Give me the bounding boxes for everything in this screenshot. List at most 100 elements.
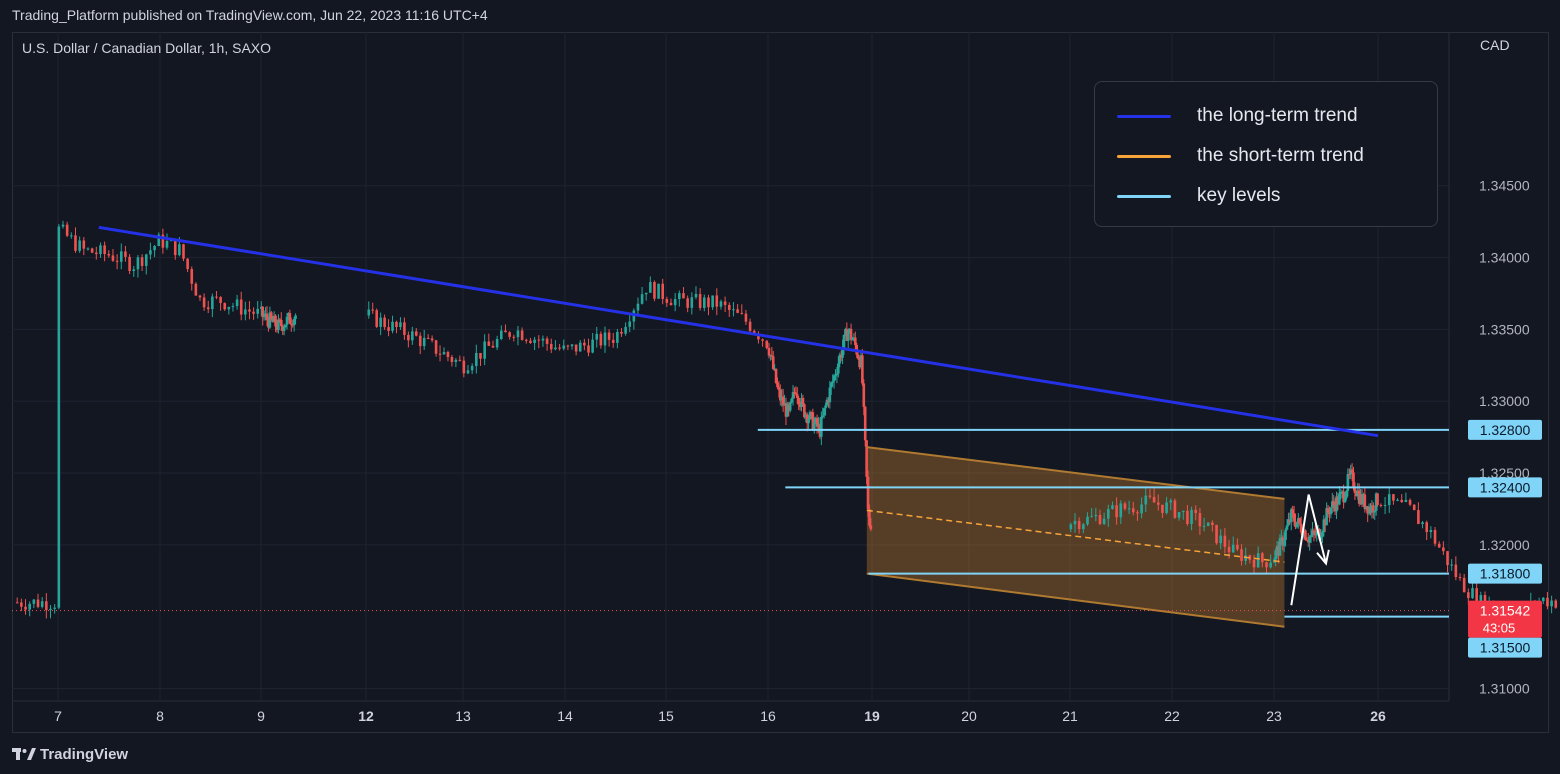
candle-body (846, 330, 850, 341)
candle-body (1323, 519, 1327, 526)
candle-body (1275, 545, 1279, 551)
candle-body (418, 335, 422, 347)
candle-body (1333, 504, 1337, 512)
candle-body (849, 328, 853, 340)
candle-body (1550, 600, 1553, 607)
candle-body (53, 607, 56, 609)
candle-body (446, 352, 450, 358)
candle-body (391, 321, 394, 331)
candle-body (219, 296, 222, 304)
legend-box[interactable]: the long-term trend the short-term trend… (1094, 81, 1438, 227)
candle-body (264, 313, 267, 317)
candle-body (711, 295, 714, 308)
candle-body (1219, 535, 1223, 544)
candle-body (820, 416, 823, 437)
candle-body (773, 368, 776, 370)
candle-body (794, 392, 798, 395)
candle-body (740, 312, 744, 314)
candle-body (1396, 499, 1399, 501)
candle-body (1437, 543, 1441, 548)
x-tick-label: 16 (760, 708, 776, 724)
candle-body (707, 297, 710, 308)
candle-body (774, 368, 778, 384)
candle-body (144, 254, 148, 266)
candle-body (287, 313, 290, 317)
candle-body (793, 392, 796, 394)
candle-body (562, 345, 566, 349)
candle-body (1281, 537, 1285, 546)
x-tick-label: 22 (1164, 708, 1180, 724)
candle-body (1412, 504, 1416, 511)
candle-body (132, 269, 136, 271)
candle-body (1292, 513, 1296, 522)
candle-body (1152, 496, 1156, 503)
candle-body (821, 415, 825, 417)
key-level-label-bg (1468, 419, 1542, 440)
candle-body (1372, 505, 1375, 513)
candle-body (153, 246, 156, 251)
channel-mid-dashed-line (866, 509, 1285, 563)
candle-body (107, 254, 111, 256)
candle-body (1169, 500, 1173, 503)
long-term-trend-line[interactable] (98, 225, 1379, 438)
candle-body (1177, 512, 1181, 518)
candle-body (1280, 537, 1283, 539)
candle-body (817, 423, 820, 427)
candle-body (682, 293, 685, 299)
candle-body (824, 405, 827, 409)
candle-body (215, 296, 218, 298)
candle-body (765, 340, 769, 348)
candle-body (15, 602, 19, 604)
y-tick-label: 1.34500 (1479, 178, 1530, 194)
candle-body (1256, 553, 1260, 568)
candle-body (678, 293, 681, 300)
candle-body (649, 282, 652, 293)
candle-body (829, 382, 833, 388)
candle-body (262, 316, 266, 318)
key-level-label: 1.32800 (1480, 422, 1531, 438)
candle-body (570, 344, 574, 347)
footer-brand[interactable]: TradingView (12, 744, 128, 764)
candle-body (1311, 530, 1314, 536)
candle-body (495, 338, 499, 348)
candle-body (161, 234, 165, 248)
candle-body (491, 345, 495, 348)
candle-body (854, 337, 857, 345)
candle-body (1077, 520, 1081, 530)
candle-body (1335, 496, 1338, 512)
candle-body (578, 342, 582, 352)
key-level-label-bg (1468, 477, 1542, 498)
candle-body (1379, 504, 1383, 506)
candle-body (1329, 507, 1333, 515)
candle-body (801, 397, 805, 405)
candle-body (825, 399, 829, 406)
candle-body (810, 412, 813, 414)
candle-body (20, 602, 23, 607)
symbol-title[interactable]: U.S. Dollar / Canadian Dollar, 1h, SAXO (22, 40, 272, 56)
candle-body (1240, 549, 1243, 561)
candle-body (1312, 530, 1316, 533)
candle-body (803, 404, 806, 418)
candle-body (788, 402, 792, 411)
candle-body (1269, 562, 1272, 568)
x-tick-label: 7 (54, 708, 62, 724)
candle-body (1161, 504, 1164, 513)
candle-body (1098, 514, 1102, 524)
candle-body (227, 306, 231, 310)
candle-body (235, 299, 239, 307)
candle-body (852, 337, 856, 340)
candle-body (636, 303, 640, 311)
candle-body (1069, 524, 1073, 530)
candle-body (797, 397, 801, 405)
candle-body (1314, 532, 1317, 536)
candle-body (767, 347, 771, 356)
candle-body (1202, 525, 1206, 527)
candle-body (1364, 506, 1368, 509)
candle-body (591, 339, 594, 353)
candle-body (703, 297, 706, 308)
candle-body (1291, 509, 1294, 514)
candle-body (256, 308, 260, 314)
y-tick-label: 1.33000 (1479, 393, 1530, 409)
candle-body (1186, 510, 1189, 524)
